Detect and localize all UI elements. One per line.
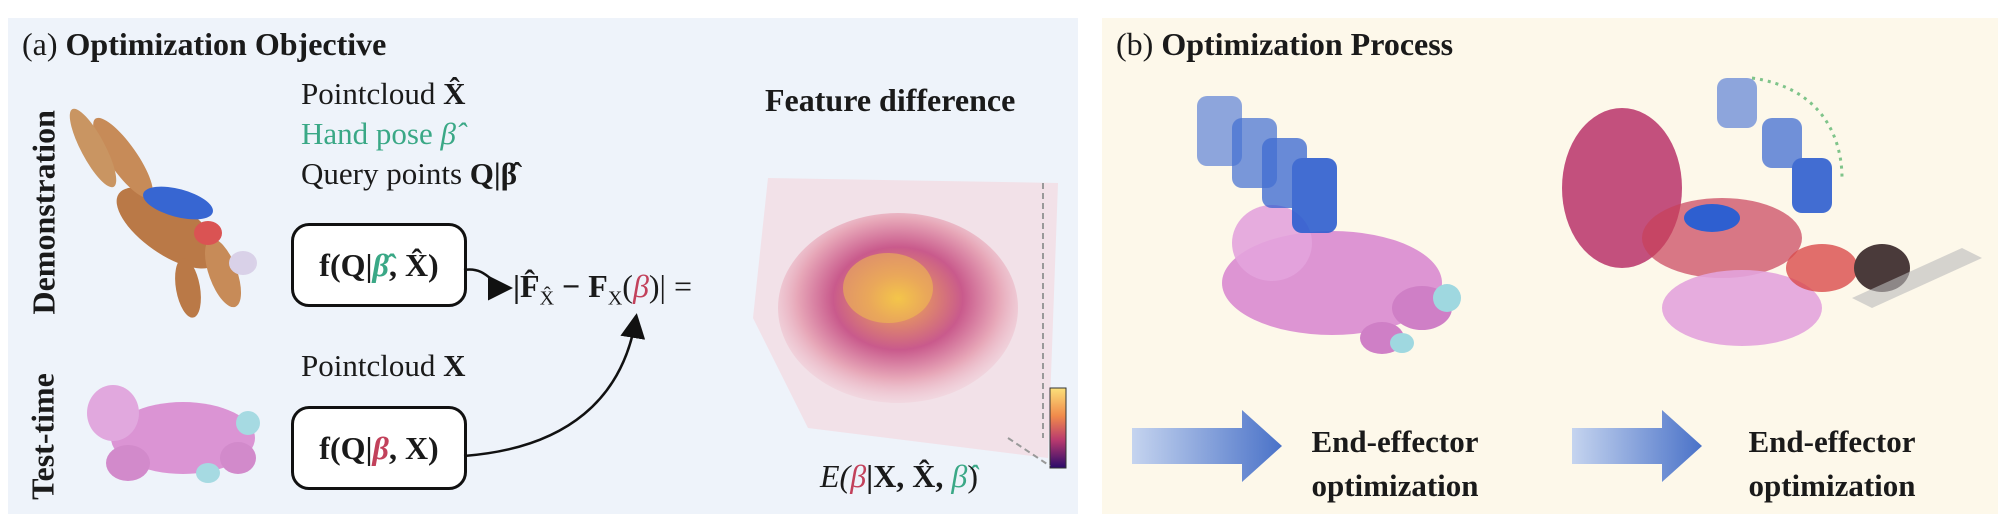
panel-optimization-process: (b) Optimization Process [1102,18,1998,514]
step-label-1: End-effector optimization [1311,424,1479,503]
panel-a-label: (a) [22,26,58,62]
energy-function: E(β|X, X̂, β̂) [820,458,978,494]
panel-a-heading: Optimization Objective [65,26,387,62]
heatmap-colorbar [1049,387,1067,469]
feature-difference-title: Feature difference [765,82,1016,118]
optimization-scene-2 [1562,76,1982,482]
step-label-2: End-effector optimization [1748,424,1916,503]
test-pointcloud-label: Pointcloud X [301,348,466,383]
panel-optimization-objective: (a) Optimization Objective Demonstration… [8,18,1078,514]
feature-function-demo: f(Q| β̂, X̂) [291,223,467,307]
query-points-label: Query points Q|β̂ [301,156,518,191]
demo-pointcloud-image [69,108,260,483]
hand-pose-label: Hand pose β̂ [301,116,456,151]
demo-pointcloud-label: Pointcloud X̂ [301,76,466,111]
optimization-scene-1 [1132,96,1461,482]
connector-arrows [463,268,646,458]
panel-b-title: (b) Optimization Process [1116,26,1453,63]
panel-b-label: (b) [1116,26,1154,62]
feature-difference-heatmap [753,178,1067,469]
feature-function-test: f(Q| β, X) [291,406,467,490]
feature-difference-expression: |F̂X̂ − FX(β)| = [513,268,692,310]
panel-a-title: (a) Optimization Objective [22,26,386,63]
panel-b-heading: Optimization Process [1161,26,1454,62]
